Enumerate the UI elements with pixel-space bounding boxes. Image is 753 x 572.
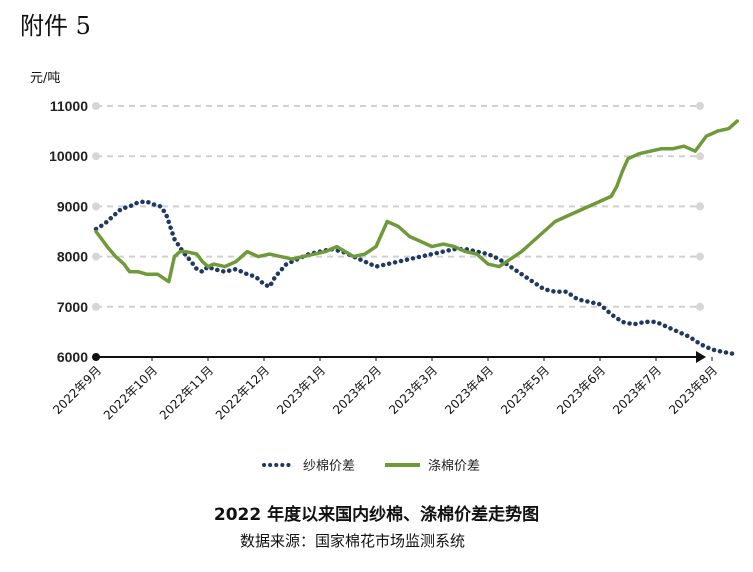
y-axis-unit-label: 元/吨: [30, 71, 60, 86]
y-tick-label: 8000: [57, 249, 88, 265]
x-tick-label: 2023年2月: [330, 363, 384, 417]
x-tick-label: 2023年4月: [442, 363, 496, 417]
gridline-end-dot-9000: [696, 202, 704, 211]
legend-label-yarn: 纱棉价差: [303, 459, 355, 474]
gridline-start-dot-11000: [92, 102, 100, 110]
x-tick-label: 2023年8月: [666, 363, 720, 417]
x-tick-label: 2023年1月: [274, 363, 328, 417]
attachment-label: 附件 5: [20, 12, 91, 40]
chart-title: 2022 年度以来国内纱棉、涤棉价差走势图: [213, 505, 540, 525]
x-tick-label: 2022年11月: [157, 363, 216, 422]
y-tick-label: 7000: [57, 299, 88, 315]
gridline-start-dot-8000: [92, 252, 100, 261]
series-group: [93, 119, 740, 357]
data-source: 数据来源：国家棉花市场监测系统: [240, 532, 466, 550]
x-axis-origin-dot: [92, 353, 100, 361]
x-tick-label: 2023年5月: [498, 363, 552, 417]
x-axis-arrow: [696, 351, 706, 363]
gridline-end-dot-10000: [696, 152, 704, 161]
series-line-yarn: [93, 199, 740, 357]
gridline-end-dot-7000: [696, 302, 704, 311]
gridline-start-dot-10000: [92, 152, 100, 161]
legend-label-poly: 涤棉价差: [428, 459, 480, 474]
gridline-start-dot-9000: [92, 202, 100, 211]
x-axis: [92, 351, 706, 363]
gridline-start-dot-7000: [92, 302, 100, 311]
y-axis-ticks: 6000 7000 8000 9000 10000 11000: [49, 98, 88, 365]
y-tick-label: 10000: [49, 148, 88, 164]
x-tick-label: 2023年3月: [386, 363, 440, 417]
gridline-end-dot-8000: [696, 252, 704, 261]
y-tick-label: 9000: [57, 198, 88, 214]
y-tick-label: 6000: [57, 349, 88, 365]
series-line-poly: [94, 119, 739, 284]
x-tick-label: 2023年6月: [554, 363, 608, 417]
x-tick-label: 2023年7月: [610, 363, 664, 417]
gridlines: [92, 102, 704, 311]
x-tick-label: 2022年10月: [101, 363, 160, 422]
x-tick-label: 2022年9月: [50, 363, 104, 417]
gridline-end-dot-11000: [696, 102, 704, 110]
y-tick-label: 11000: [50, 98, 88, 114]
x-tick-label: 2022年12月: [213, 363, 272, 422]
legend: 纱棉价差 涤棉价差: [262, 459, 480, 474]
